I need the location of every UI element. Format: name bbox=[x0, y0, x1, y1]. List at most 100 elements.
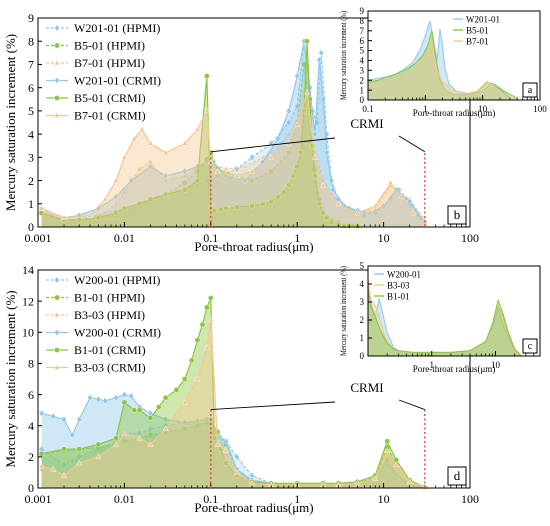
series-b3-03-hpmi-point-3 bbox=[95, 456, 102, 463]
series-fill bbox=[41, 394, 425, 488]
series-b5-01-crmi-point-6 bbox=[136, 200, 143, 207]
series-b5-01-crmi-point-14 bbox=[217, 206, 224, 213]
series-w200-01-crmi-point-0 bbox=[38, 409, 45, 417]
series-fill bbox=[41, 41, 425, 227]
series-w201-01-crmi-point-4 bbox=[113, 193, 119, 201]
y-tick-label: 6 bbox=[360, 36, 365, 46]
y-tick-label: 6 bbox=[28, 388, 34, 402]
legend-label: B5-01 (CRMI) bbox=[74, 91, 146, 105]
callout-connector-left bbox=[210, 401, 336, 410]
x-tick-label: 100 bbox=[533, 104, 547, 114]
y-tick-label: 8 bbox=[360, 16, 365, 26]
series-b3-03-crmi-point-26 bbox=[406, 478, 413, 484]
series-b3-03-crmi-point-25 bbox=[393, 461, 400, 467]
y-axis-label: Mercury saturation increment (%) bbox=[339, 11, 348, 100]
series-w201-01-crmi-point-17 bbox=[294, 72, 301, 80]
panel-label: b bbox=[454, 207, 461, 222]
series-b5-01-hpmi-point-13 bbox=[268, 168, 274, 175]
series-b5-01-crmi-point-13 bbox=[211, 207, 218, 214]
legend-label: W200-01 bbox=[387, 270, 421, 280]
series-b7-01-hpmi-point-8 bbox=[162, 177, 169, 183]
series-b7-01-hpmi-point-14 bbox=[242, 163, 249, 169]
y-tick-label: 0 bbox=[28, 220, 34, 234]
series-b7-01-hpmi-point-3 bbox=[102, 209, 109, 216]
legend-label: W201-01 (CRMI) bbox=[74, 74, 161, 88]
series-w201-01-crmi-point-7 bbox=[162, 172, 169, 180]
series-b3-03-crmi-point-13 bbox=[207, 316, 214, 323]
series-w200-01-hpmi-point-7 bbox=[147, 425, 154, 433]
series-w201-01-hpmi-point-14 bbox=[249, 153, 255, 161]
series-fill bbox=[41, 41, 358, 227]
series-b7-01-crmi bbox=[38, 88, 428, 227]
series-b1-01-crmi-point-4 bbox=[113, 435, 119, 441]
series-b3-03-crmi-point-22 bbox=[354, 479, 361, 486]
x-tick-label: 0.1 bbox=[203, 492, 218, 506]
series-w201-01-hpmi-point-10 bbox=[203, 177, 210, 185]
series-w201-01-crmi-point-6 bbox=[147, 163, 154, 171]
series-b5-01-crmi-point-3 bbox=[95, 214, 102, 221]
series-b1-01-crmi-point-15 bbox=[199, 321, 206, 328]
y-tick-label: 1 bbox=[360, 333, 365, 343]
legend-point-3 bbox=[54, 76, 60, 85]
series-b1-01-crmi bbox=[38, 295, 428, 491]
callout-label: CRMI bbox=[350, 380, 383, 395]
series-b7-01-crmi-point-22 bbox=[320, 181, 327, 188]
series-b5-01-crmi-point-2 bbox=[76, 217, 83, 223]
series-b5-01-crmi-point-16 bbox=[234, 204, 240, 211]
series-w201-01-crmi-point-21 bbox=[316, 56, 323, 64]
legend-point-3 bbox=[54, 328, 60, 337]
series-w201-01-crmi-point-16 bbox=[285, 107, 292, 115]
series-b1-01-crmi-point-11 bbox=[173, 387, 180, 393]
series-fill bbox=[41, 92, 425, 227]
series-b7-01-crmi-point-24 bbox=[354, 209, 361, 216]
series-b3-03-crmi-point-1 bbox=[50, 465, 57, 472]
series-b3-03-hpmi-point-11 bbox=[203, 425, 210, 432]
series-w200-01-crmi-point-8 bbox=[113, 394, 119, 402]
series-w201-01-hpmi-point-9 bbox=[194, 181, 201, 189]
series-b7-01-crmi-point-26 bbox=[387, 179, 394, 186]
series-b3-03-crmi-point-10 bbox=[181, 398, 188, 405]
series-b7-01-crmi-point-8 bbox=[147, 139, 154, 146]
series-fill bbox=[368, 20, 511, 101]
series-b7-01-crmi-point-10 bbox=[181, 139, 188, 146]
y-tick-label: 9 bbox=[360, 6, 365, 16]
series-b5-01-crmi-point-19 bbox=[268, 198, 274, 205]
x-axis-label: Pore-throat radius(μm) bbox=[194, 239, 313, 254]
series-w200-01-crmi-point-16 bbox=[203, 415, 210, 424]
series-b5-01-crmi-point-34 bbox=[328, 219, 335, 226]
series-b7-01-hpmi-point-6 bbox=[136, 165, 143, 172]
series-b1-01-hpmi-point-7 bbox=[147, 432, 154, 438]
series-line bbox=[367, 41, 511, 100]
series-b7-01-hpmi-point-17 bbox=[285, 130, 292, 137]
x-axis-label: Pore-throat radius(μm) bbox=[194, 500, 313, 515]
series-fill bbox=[41, 298, 425, 488]
legend-label: B5-01 (HPMI) bbox=[74, 39, 145, 53]
x-tick-label: 100 bbox=[461, 492, 479, 506]
plot-area bbox=[38, 295, 428, 491]
x-tick-label: 0.01 bbox=[114, 231, 135, 245]
y-tick-label: 6 bbox=[28, 81, 34, 95]
series-b5-01-crmi-point-15 bbox=[223, 205, 229, 212]
series-b1-01-crmi-point-8 bbox=[147, 415, 154, 421]
series-b3-03-crmi-point-16 bbox=[233, 468, 240, 475]
series-b3-03-crmi-point-8 bbox=[147, 440, 154, 447]
series-b5-01-crmi-point-9 bbox=[181, 187, 188, 193]
y-tick-label: 2 bbox=[360, 75, 365, 85]
series-b5-01-crmi-point-24 bbox=[294, 163, 301, 170]
series-b1-01-crmi-point-7 bbox=[136, 407, 143, 413]
x-axis-label: Pore-throat radius(μm) bbox=[413, 108, 496, 118]
y-tick-label: 4 bbox=[360, 56, 365, 66]
panel-label: a bbox=[528, 85, 533, 96]
series-b3-03-crmi-point-0 bbox=[38, 462, 45, 469]
y-tick-label: 4 bbox=[360, 279, 365, 289]
series-w200-01-crmi-point-14 bbox=[181, 419, 188, 427]
plot-area bbox=[38, 37, 428, 229]
y-tick-label: 5 bbox=[360, 261, 365, 271]
legend-point-0 bbox=[54, 276, 60, 284]
series-w201-01-hpmi-point-30 bbox=[387, 195, 394, 203]
series-b7-01-crmi-point-21 bbox=[311, 153, 318, 160]
panel-label-box bbox=[447, 466, 467, 486]
legend-label: B1-01 bbox=[387, 292, 410, 302]
